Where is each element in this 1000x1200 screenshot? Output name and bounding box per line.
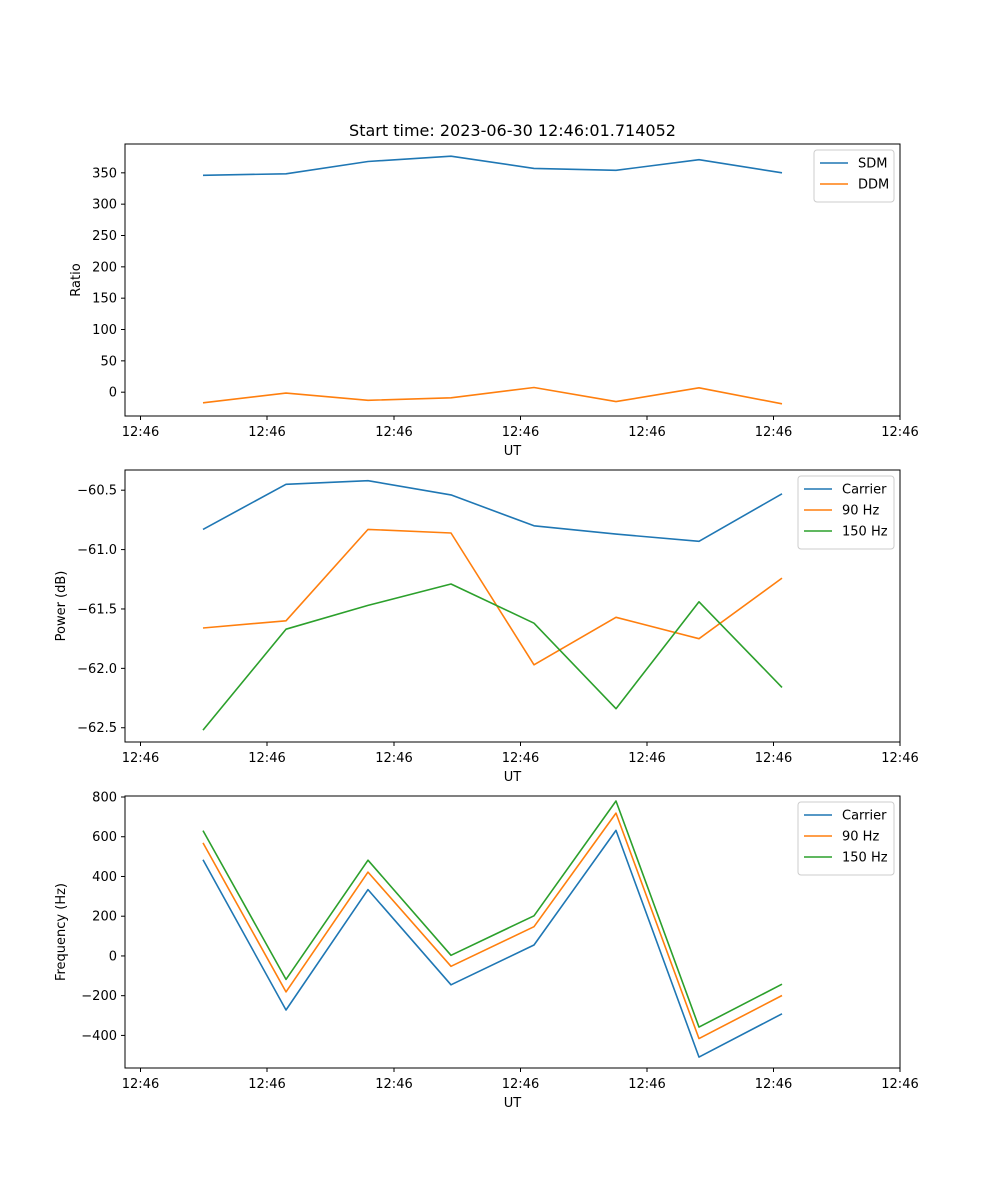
x-tick-label: 12:46 (881, 751, 918, 766)
series-line-sdm (202, 155, 783, 177)
y-tick-label: −60.5 (77, 484, 117, 499)
y-tick-label: −61.5 (77, 602, 117, 617)
x-tick-label: 12:46 (755, 1077, 792, 1092)
x-tick-label: 12:46 (248, 751, 285, 766)
y-axis-label: Frequency (Hz) (54, 883, 69, 981)
chart-panel-3: −400 −200 0 200 400 600 800 12:46 12:46 12:46 12:4… (54, 790, 919, 1111)
y-tick-label: 600 (92, 830, 117, 845)
y-tick-label: 800 (92, 790, 117, 805)
y-tick-label: 0 (109, 386, 117, 401)
legend-label: 150 Hz (842, 525, 888, 540)
legend-label: DDM (858, 178, 889, 193)
x-tick-label: 12:46 (375, 1077, 412, 1092)
y-tick-label: −62.5 (77, 721, 117, 736)
y-axis-label: Power (dB) (54, 571, 69, 642)
x-axis-label: UT (504, 444, 522, 459)
legend: Carrier 90 Hz 150 Hz (797, 801, 895, 876)
x-tick-label: 12:46 (755, 425, 792, 440)
y-tick-label: −200 (81, 989, 117, 1004)
x-tick-label: 12:46 (122, 1077, 159, 1092)
x-tick-label: 12:46 (502, 751, 539, 766)
series-line-90-hz (202, 528, 783, 666)
series-line-150-hz (202, 800, 783, 1028)
x-tick-label: 12:46 (502, 1077, 539, 1092)
chart-panel-1: 0 50 100 150 200 250 300 350 12:46 12:46 12:46 12:4… (69, 143, 919, 459)
y-tick-label: 200 (92, 260, 117, 275)
legend-label: Carrier (842, 483, 887, 498)
y-tick-label: 150 (92, 292, 117, 307)
x-tick-label: 12:46 (628, 1077, 665, 1092)
x-tick-label: 12:46 (881, 1077, 918, 1092)
y-tick-label: 0 (109, 949, 117, 964)
legend-label: SDM (858, 157, 887, 172)
series-line-carrier (202, 829, 783, 1058)
x-tick-label: 12:46 (502, 425, 539, 440)
y-tick-label: −62.0 (77, 662, 117, 677)
axes-frame (124, 469, 901, 743)
axes-frame (124, 795, 901, 1069)
y-tick-label: −400 (81, 1029, 117, 1044)
y-tick-label: 400 (92, 870, 117, 885)
x-tick-label: 12:46 (628, 425, 665, 440)
y-tick-label: 350 (92, 166, 117, 181)
y-tick-label: 200 (92, 910, 117, 925)
y-tick-label: 300 (92, 198, 117, 213)
x-axis-label: UT (504, 1096, 522, 1111)
legend-label: 150 Hz (842, 851, 888, 866)
y-tick-label: 50 (100, 354, 117, 369)
x-axis-label: UT (504, 770, 522, 785)
axes-frame (124, 143, 901, 417)
x-tick-label: 12:46 (755, 751, 792, 766)
y-tick-label: 100 (92, 323, 117, 338)
y-tick-label: 250 (92, 229, 117, 244)
chart-panel-2: −62.5 −62.0 −61.5 −61.0 −60.5 12:46 12:46 12:46… (54, 469, 919, 785)
figure-title: Start time: 2023-06-30 12:46:01.714052 (349, 121, 676, 140)
x-tick-label: 12:46 (375, 425, 412, 440)
y-tick-label: −61.0 (77, 543, 117, 558)
legend: SDM DDM (813, 149, 895, 203)
x-tick-label: 12:46 (628, 751, 665, 766)
x-tick-label: 12:46 (248, 425, 285, 440)
series-line-carrier (202, 479, 783, 543)
x-tick-label: 12:46 (122, 425, 159, 440)
y-axis-label: Ratio (69, 263, 84, 296)
series-line-90-hz (202, 812, 783, 1040)
legend-label: Carrier (842, 809, 887, 824)
legend: Carrier 90 Hz 150 Hz (797, 475, 895, 550)
x-tick-label: 12:46 (122, 751, 159, 766)
series-line-150-hz (202, 583, 783, 731)
series-line-ddm (202, 386, 783, 405)
x-tick-label: 12:46 (881, 425, 918, 440)
x-tick-label: 12:46 (375, 751, 412, 766)
legend-label: 90 Hz (842, 504, 879, 519)
legend-label: 90 Hz (842, 830, 879, 845)
x-tick-label: 12:46 (248, 1077, 285, 1092)
